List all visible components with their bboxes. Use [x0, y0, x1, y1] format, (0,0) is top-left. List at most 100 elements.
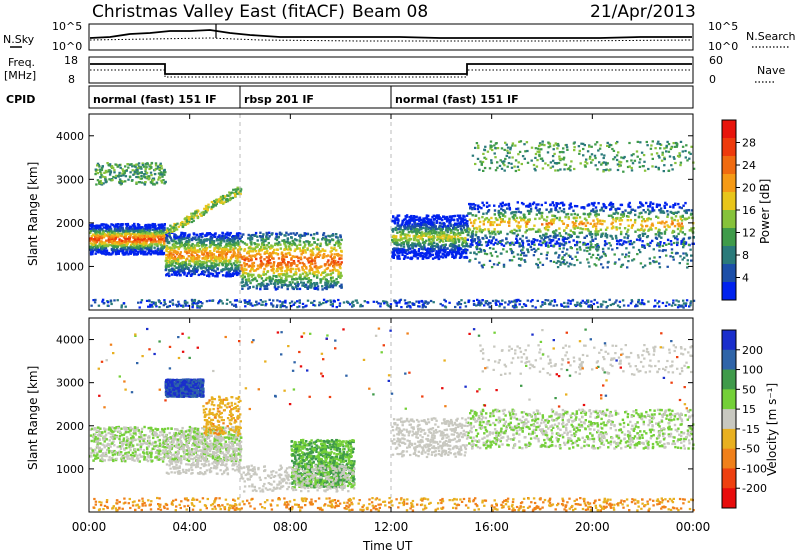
heatmap-cell — [680, 222, 683, 225]
heatmap-cell — [165, 232, 168, 236]
heatmap-cell — [575, 205, 579, 208]
heatmap-cell — [129, 229, 132, 233]
heatmap-cell — [498, 223, 501, 226]
heatmap-cell — [204, 234, 207, 238]
heatmap-cell — [681, 238, 685, 241]
heatmap-cell — [456, 214, 459, 217]
heatmap-cell — [165, 257, 169, 260]
heatmap-cell — [411, 231, 414, 234]
heatmap-cell — [450, 248, 453, 251]
heatmap-cell — [186, 246, 190, 249]
heatmap-cell — [108, 233, 111, 236]
heatmap-cell — [308, 264, 312, 268]
heatmap-cell — [639, 201, 642, 205]
heatmap-cell — [279, 279, 283, 282]
heatmap-cell — [241, 271, 245, 274]
heatmap-cell — [654, 147, 657, 150]
heatmap-cell — [119, 249, 122, 253]
heatmap-cell — [251, 265, 254, 269]
heatmap-cell — [459, 214, 462, 217]
heatmap-cell — [415, 215, 418, 218]
heatmap-cell — [594, 230, 598, 233]
heatmap-cell — [337, 281, 340, 284]
heatmap-cell — [243, 262, 246, 265]
heatmap-cell — [434, 225, 437, 228]
heatmap-cell — [151, 232, 154, 236]
heatmap-cell — [471, 237, 474, 240]
heatmap-cell — [538, 243, 541, 246]
heatmap-cell — [126, 224, 130, 227]
heatmap-cell — [246, 272, 249, 275]
heatmap-cell — [479, 228, 482, 231]
heatmap-cell — [652, 209, 656, 212]
heatmap-cell — [272, 261, 276, 264]
heatmap-cell — [196, 266, 199, 270]
heatmap-cell — [634, 209, 637, 212]
heatmap-cell — [89, 253, 93, 256]
heatmap-cell — [451, 238, 455, 242]
heatmap-cell — [548, 145, 552, 148]
heatmap-cell — [127, 166, 130, 169]
heatmap-cell — [265, 263, 268, 266]
heatmap-cell — [569, 202, 572, 205]
heatmap-cell — [316, 232, 319, 235]
heatmap-cell — [119, 224, 123, 227]
heatmap-cell — [160, 164, 163, 168]
heatmap-cell — [413, 249, 417, 252]
heatmap-cell — [92, 233, 95, 236]
heatmap-cell — [409, 247, 412, 250]
heatmap-cell — [664, 201, 667, 205]
heatmap-cell — [420, 235, 423, 238]
heatmap-cell — [618, 219, 621, 222]
heatmap-cell — [237, 242, 240, 246]
heatmap-cell — [630, 166, 633, 170]
heatmap-cell — [663, 222, 666, 225]
heatmap-cell — [554, 234, 557, 237]
heatmap-cell — [582, 241, 585, 245]
heatmap-cell — [442, 247, 446, 250]
heatmap-cell — [296, 247, 299, 250]
heatmap-cell — [116, 228, 119, 231]
heatmap-cell — [628, 141, 631, 145]
heatmap-cell — [611, 225, 615, 228]
heatmap-cell — [206, 274, 209, 277]
heatmap-cell — [572, 239, 575, 242]
heatmap-cell — [478, 238, 481, 242]
heatmap-cell — [500, 243, 503, 246]
heatmap-cell — [133, 222, 136, 226]
heatmap-cell — [574, 243, 577, 247]
heatmap-cell — [525, 220, 529, 223]
heatmap-cell — [659, 241, 662, 244]
heatmap-cell — [576, 226, 579, 229]
heatmap-cell — [662, 211, 666, 214]
heatmap-cell — [289, 267, 293, 270]
heatmap-cell — [672, 142, 675, 145]
heatmap-cell — [330, 257, 334, 261]
heatmap-cell — [405, 239, 408, 243]
heatmap-cell — [392, 227, 395, 231]
heatmap-cell — [145, 241, 148, 244]
heatmap-cell — [187, 255, 190, 258]
heatmap-cell — [454, 239, 457, 242]
heatmap-cell — [202, 240, 206, 243]
heatmap-cell — [440, 230, 443, 234]
heatmap-cell — [516, 201, 519, 204]
heatmap-cell — [464, 249, 468, 253]
heatmap-cell — [634, 218, 637, 222]
heatmap-cell — [457, 240, 461, 243]
heatmap-cell — [116, 165, 119, 168]
heatmap-cell — [214, 235, 217, 238]
heatmap-cell — [241, 241, 245, 244]
heatmap-cell — [456, 229, 459, 232]
heatmap-cell — [423, 233, 426, 236]
heatmap-cell — [552, 239, 555, 242]
heatmap-cell — [401, 253, 404, 256]
heatmap-cell — [316, 288, 320, 291]
heatmap-cell — [102, 226, 105, 229]
heatmap-cell — [193, 271, 196, 274]
heatmap-cell — [565, 213, 568, 216]
heatmap-cell — [291, 239, 295, 243]
heatmap-cell — [109, 171, 112, 174]
heatmap-cell — [243, 284, 246, 288]
